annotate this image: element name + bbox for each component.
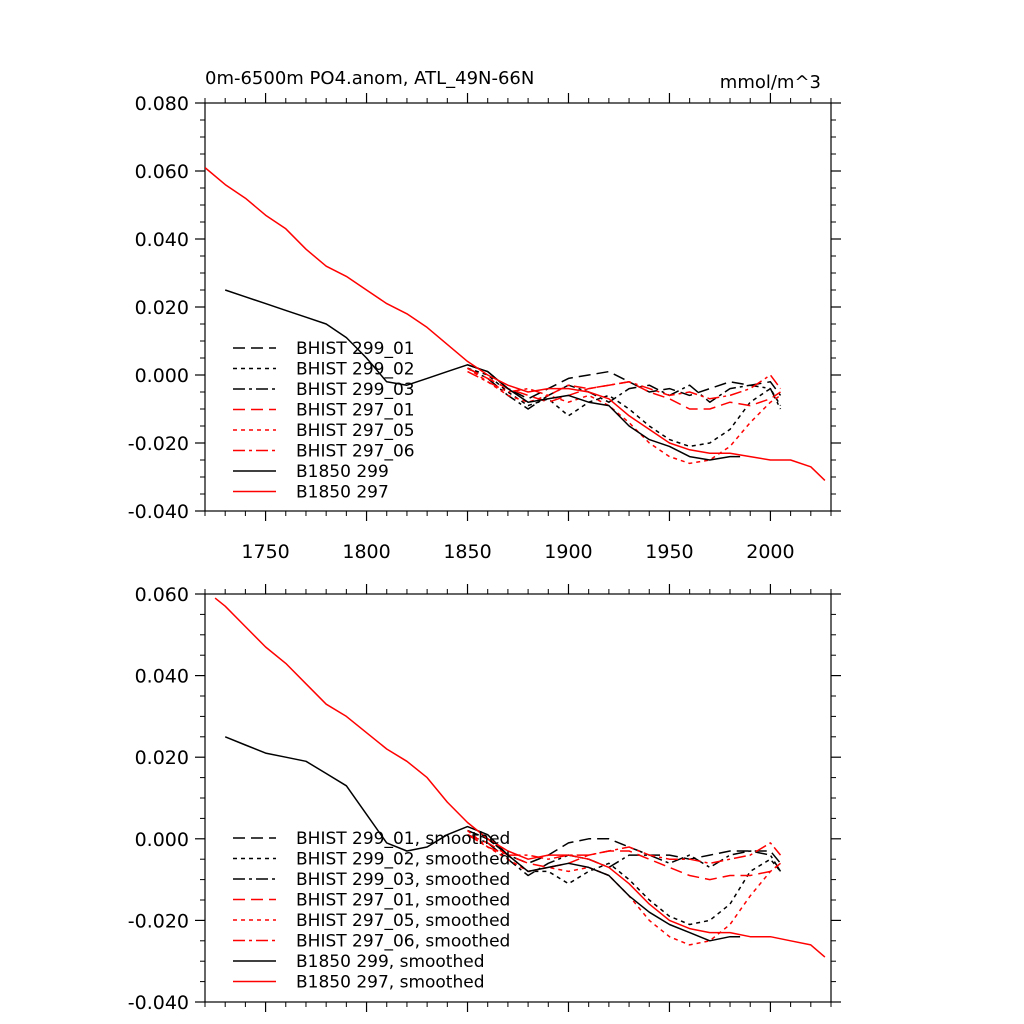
y-tick-label: 0.040 (135, 229, 189, 251)
y-tick-label: -0.020 (128, 433, 189, 455)
series-lines (205, 167, 826, 481)
units-label: mmol/m^3 (720, 72, 821, 93)
legend-label: BHIST 299_01 (296, 339, 415, 359)
y-tick-label: -0.040 (128, 992, 189, 1014)
y-tick-label: 0.040 (135, 666, 189, 688)
series-lines (214, 597, 826, 958)
legend-label: BHIST 297_05, smoothed (296, 911, 510, 931)
y-tick-label: 0.060 (135, 161, 189, 183)
x-tick-label: 1800 (342, 541, 390, 563)
legend-label: BHIST 299_02, smoothed (296, 850, 510, 870)
bottom-panel: -0.040 -0.020 0.000 0.020 0.040 0.060 BHIST 29… (128, 584, 841, 1014)
x-tick-label: 1750 (241, 541, 289, 563)
legend-label: BHIST 297_06 (296, 442, 415, 462)
series-line-b1850-297 (205, 167, 826, 481)
legend-label: BHIST 299_01, smoothed (296, 829, 510, 849)
series-line-b1850-297-smoothed (214, 597, 826, 958)
y-tick-label: 0.060 (135, 584, 189, 606)
y-tick-label: 0.020 (135, 747, 189, 769)
legend-label: BHIST 299_03 (296, 380, 415, 400)
legend-label: BHIST 297_05 (296, 421, 415, 441)
y-tick-label: -0.020 (128, 910, 189, 932)
y-tick-label: -0.040 (128, 501, 189, 523)
legend-label: BHIST 297_01 (296, 401, 415, 421)
legend-label: BHIST 299_03, smoothed (296, 870, 510, 890)
legend-label: B1850 297, smoothed (296, 973, 485, 993)
series-line-b1850-299 (224, 289, 741, 461)
series-line-b1850-299-smoothed (224, 736, 741, 942)
chart-title: 0m-6500m PO4.anom, ATL_49N-66N (205, 68, 534, 89)
legend-label: BHIST 297_01, smoothed (296, 891, 510, 911)
series-line-bhist-297-06 (467, 370, 782, 400)
x-tick-label: 1950 (645, 541, 693, 563)
y-tick-label: 0.080 (135, 93, 189, 115)
x-tick-label: 1900 (544, 541, 592, 563)
legend-label: BHIST 299_02 (296, 360, 415, 380)
y-tick-label: 0.020 (135, 297, 189, 319)
legend-label: B1850 297 (296, 483, 389, 503)
series-line-bhist-299-01 (467, 364, 782, 400)
series-line-bhist-297-06-smoothed (467, 834, 782, 865)
y-tick-label: 0.000 (135, 365, 189, 387)
x-tick-label: 1850 (443, 541, 491, 563)
series-line-bhist-299-03 (467, 367, 782, 410)
series-line-bhist-299-03-smoothed (467, 834, 782, 877)
series-line-bhist-297-01-smoothed (467, 834, 781, 881)
x-tick-label: 2000 (746, 541, 794, 563)
top-panel: -0.040 -0.020 0.000 0.020 0.040 0.060 0.080 175… (128, 68, 841, 563)
legend-label: B1850 299, smoothed (296, 952, 485, 972)
series-line-bhist-297-05 (467, 367, 781, 465)
y-tick-label: 0.000 (135, 829, 189, 851)
legend-label: B1850 299 (296, 462, 389, 482)
legend-label: BHIST 297_06, smoothed (296, 932, 510, 952)
